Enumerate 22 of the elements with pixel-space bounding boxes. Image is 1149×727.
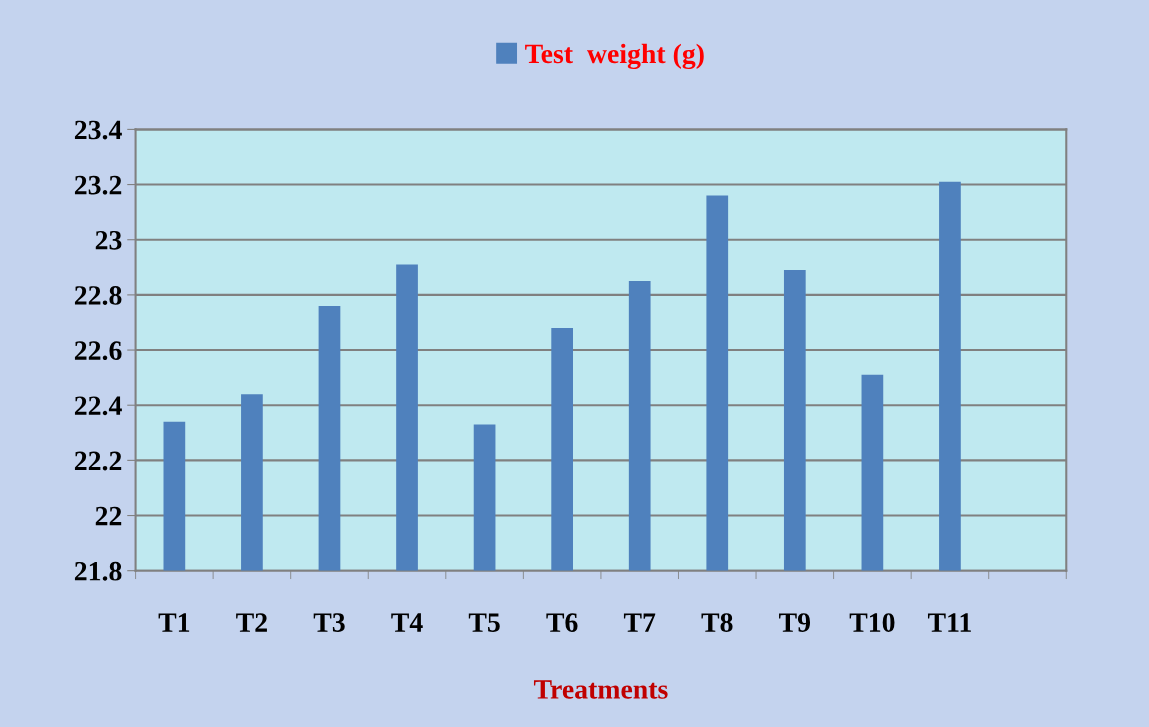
x-tick-label: T8 [701,613,733,632]
x-tick-label: T6 [546,613,578,632]
x-tick-label: T3 [313,613,345,632]
x-tick-label: T2 [236,613,267,632]
y-tick-label: 23.2 [74,175,122,195]
x-tick-label: T7 [623,613,656,632]
x-tick-label: T5 [468,613,500,632]
y-tick-label: 22 [95,506,122,526]
y-tick-label: 23 [95,230,122,250]
legend-label: Test weight (g) [525,43,704,70]
x-axis-title: Treatments [533,680,668,699]
y-tick-label: 22.6 [74,341,122,361]
y-tick-label: 23.4 [74,120,122,140]
y-tick-label: 21.8 [74,561,122,581]
y-tick-label: 22.4 [74,396,122,416]
y-tick-label: 22.2 [74,451,122,471]
x-tick-label: T1 [158,613,190,632]
x-tick-label: T9 [779,613,811,632]
y-tick-label: 22.8 [74,286,122,305]
x-tick-label: T10 [849,613,895,632]
x-tick-label: T11 [927,613,971,632]
x-tick-label: T4 [391,613,423,632]
